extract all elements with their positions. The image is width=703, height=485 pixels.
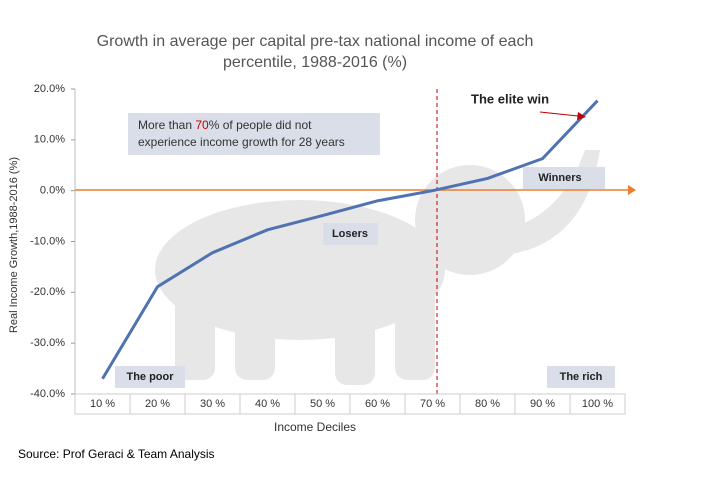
x-tick-label: 10 % — [90, 398, 115, 410]
annotation: Winners — [538, 172, 581, 184]
annotation-part: More than — [138, 118, 195, 132]
y-tick-label: 0.0% — [40, 185, 65, 197]
y-tick-label: -40.0% — [30, 388, 65, 400]
x-tick-label: 20 % — [145, 398, 170, 410]
annotation: experience income growth for 28 years — [138, 135, 345, 149]
annotation-part: % of people did not — [209, 118, 312, 132]
annotation: Losers — [332, 228, 368, 240]
annotation-part: 70 — [195, 118, 209, 132]
y-tick-label: 10.0% — [34, 134, 65, 146]
label-box — [115, 366, 185, 388]
y-tick-label: -30.0% — [30, 337, 65, 349]
note-box — [128, 113, 380, 155]
annotation: The elite win — [471, 91, 549, 106]
annotation: The rich — [560, 371, 603, 383]
y-axis-label: Real Income Growth,1988-2016 (%) — [8, 157, 20, 333]
x-axis-label: Income Deciles — [274, 420, 356, 434]
line — [101, 99, 599, 380]
x-tick-label: 80 % — [475, 398, 500, 410]
label-box — [523, 167, 605, 189]
x-tick-label: 90 % — [530, 398, 555, 410]
x-tick-label: 70 % — [420, 398, 445, 410]
arrow-head — [628, 185, 636, 195]
source: Source: Prof Geraci & Team Analysis — [18, 447, 215, 461]
y-tick-label: 20.0% — [34, 83, 65, 95]
y-tick-label: -20.0% — [30, 286, 65, 298]
x-category-cell — [569, 393, 626, 415]
label-box — [323, 223, 378, 245]
x-tick-label: 60 % — [365, 398, 390, 410]
annotation: The poor — [126, 371, 174, 383]
chart-title: percentile, 1988-2016 (%) — [223, 54, 407, 71]
annotation: More than 70% of people did not — [138, 118, 312, 132]
chart-title: Growth in average per capital pre-tax na… — [97, 33, 534, 50]
x-tick-label: 40 % — [255, 398, 280, 410]
annotation-arrow-head — [577, 112, 586, 120]
x-tick-label: 100 % — [582, 398, 613, 410]
y-tick-label: -10.0% — [30, 235, 65, 247]
x-tick-label: 30 % — [200, 398, 225, 410]
label-box — [547, 366, 615, 388]
x-tick-label: 50 % — [310, 398, 335, 410]
annotation-arrow — [539, 111, 579, 117]
